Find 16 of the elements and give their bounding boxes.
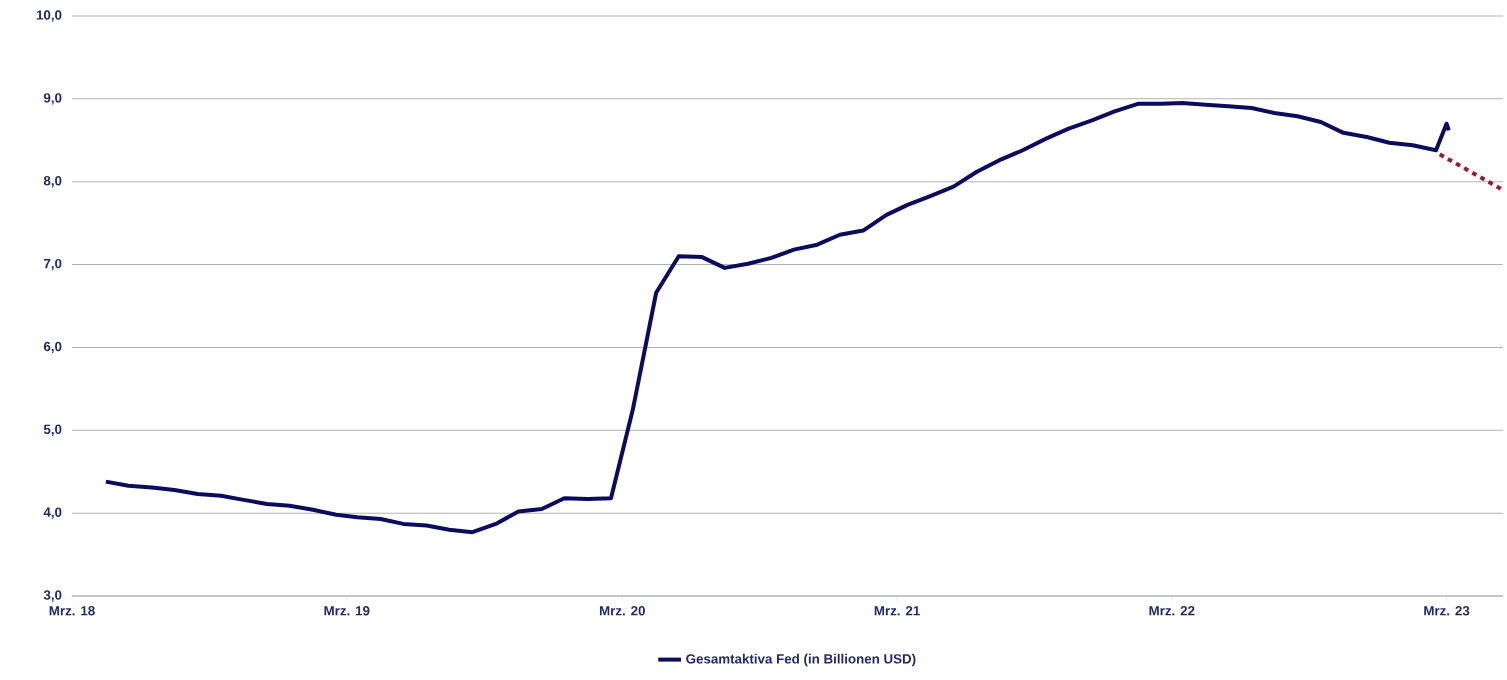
x-tick-label: Mrz. 19 xyxy=(324,606,370,616)
y-tick-label: 10,0 xyxy=(36,10,62,22)
legend-label: Gesamtaktiva Fed (in Billionen USD) xyxy=(686,653,916,667)
y-tick-label: 4,0 xyxy=(43,507,62,519)
x-tick-label: Mrz. 22 xyxy=(1149,606,1195,616)
y-tick-label: 7,0 xyxy=(43,258,62,271)
y-tick-label: 6,0 xyxy=(43,341,62,354)
y-tick-label: 5,0 xyxy=(43,424,62,436)
line-series xyxy=(103,101,1451,535)
x-tick-label: Mrz. 21 xyxy=(874,606,920,616)
y-tick-label: 3,0 xyxy=(43,590,62,602)
y-tick-label: 9,0 xyxy=(43,93,62,105)
y-tick-label: 8,0 xyxy=(43,176,62,188)
x-tick-label: Mrz. 20 xyxy=(599,606,645,616)
x-tick-label: Mrz. 18 xyxy=(49,606,95,616)
x-tick-label: Mrz. 23 xyxy=(1424,606,1470,616)
